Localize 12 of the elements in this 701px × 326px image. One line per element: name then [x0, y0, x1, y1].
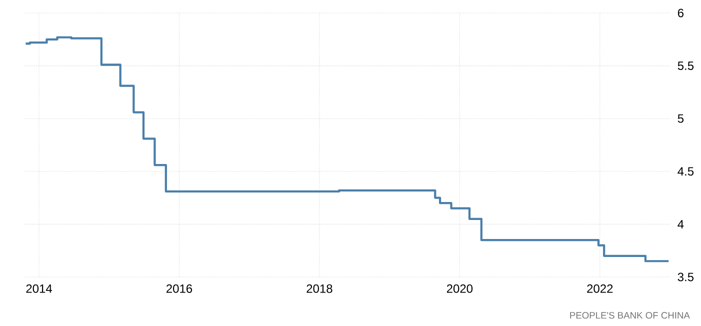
y-tick-label: 3.5 — [678, 272, 694, 282]
y-tick-label: 6 — [678, 8, 684, 18]
y-tick-label: 4.5 — [678, 167, 694, 176]
x-tick-label: 2014 — [26, 284, 52, 293]
x-tick-label: 2022 — [587, 284, 613, 293]
x-tick-label: 2016 — [166, 284, 192, 293]
x-tick-label: 2020 — [446, 284, 473, 293]
y-tick-label: 5 — [678, 114, 684, 123]
text: PEOPLE'S BANK OF CHINA — [570, 312, 690, 319]
x-tick-label: 2018 — [306, 284, 332, 293]
y-tick-label: 4 — [678, 220, 684, 228]
y-tick-label: 5.5 — [678, 62, 694, 70]
